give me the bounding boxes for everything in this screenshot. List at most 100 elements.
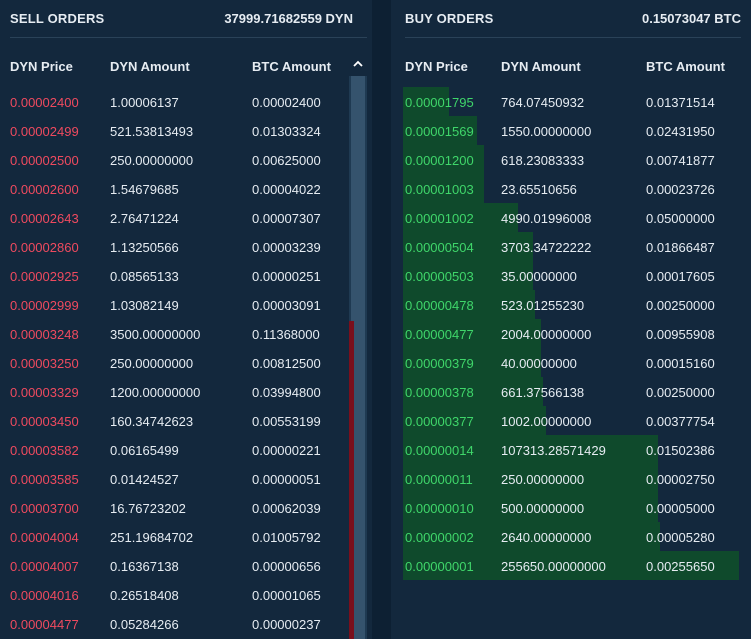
sell-order-row[interactable]: 0.00003329 1200.00000000 0.03994800	[0, 377, 372, 406]
buy-order-row[interactable]: 0.00001002 4990.01996008 0.05000000	[391, 203, 751, 232]
buy-order-price: 0.00001200	[405, 153, 474, 168]
sell-order-btc: 0.00003091	[252, 298, 321, 313]
buy-order-row[interactable]: 0.00000002 2640.00000000 0.00005280	[391, 522, 751, 551]
sell-order-btc: 0.00007307	[252, 211, 321, 226]
sell-order-amount: 0.01424527	[110, 472, 179, 487]
buy-order-btc: 0.00255650	[646, 559, 715, 574]
buy-order-amount: 764.07450932	[501, 95, 585, 110]
sell-order-row[interactable]: 0.00004016 0.26518408 0.00001065	[0, 580, 372, 609]
sell-order-row[interactable]: 0.00002499 521.53813493 0.01303324	[0, 116, 372, 145]
buy-order-price: 0.00000010	[405, 501, 474, 516]
sell-order-row[interactable]: 0.00003585 0.01424527 0.00000051	[0, 464, 372, 493]
buy-order-row[interactable]: 0.00000010 500.00000000 0.00005000	[391, 493, 751, 522]
buy-depth-step	[403, 174, 484, 203]
sell-order-row[interactable]: 0.00003450 160.34742623 0.00553199	[0, 406, 372, 435]
sell-order-row[interactable]: 0.00002999 1.03082149 0.00003091	[0, 290, 372, 319]
sell-order-row[interactable]: 0.00003248 3500.00000000 0.11368000	[0, 319, 372, 348]
buy-depth-step	[403, 493, 658, 522]
buy-order-price: 0.00000477	[405, 327, 474, 342]
buy-order-amount: 107313.28571429	[501, 443, 606, 458]
sell-order-btc: 0.00553199	[252, 414, 321, 429]
buy-order-row[interactable]: 0.00000478 523.01255230 0.00250000	[391, 290, 751, 319]
sell-order-price: 0.00002600	[10, 182, 79, 197]
sell-order-row[interactable]: 0.00004477 0.05284266 0.00000237	[0, 609, 372, 638]
sell-order-row[interactable]: 0.00004004 251.19684702 0.01005792	[0, 522, 372, 551]
buy-order-row[interactable]: 0.00001200 618.23083333 0.00741877	[391, 145, 751, 174]
buy-order-row[interactable]: 0.00000377 1002.00000000 0.00377754	[391, 406, 751, 435]
buy-order-row[interactable]: 0.00000378 661.37566138 0.00250000	[391, 377, 751, 406]
buy-order-price: 0.00000378	[405, 385, 474, 400]
sell-depth-bar	[349, 321, 354, 639]
buy-order-row[interactable]: 0.00000001 255650.00000000 0.00255650	[391, 551, 751, 580]
sell-header-amount: DYN Amount	[110, 59, 190, 74]
buy-order-amount: 2004.00000000	[501, 327, 592, 342]
sell-order-price: 0.00003450	[10, 414, 79, 429]
sell-order-row[interactable]: 0.00003700 16.76723202 0.00062039	[0, 493, 372, 522]
sell-order-row[interactable]: 0.00002860 1.13250566 0.00003239	[0, 232, 372, 261]
buy-depth-step	[403, 87, 449, 116]
buy-orders-panel: BUY ORDERS 0.15073047 BTC DYN Price DYN …	[391, 0, 751, 639]
buy-order-row[interactable]: 0.00001003 23.65510656 0.00023726	[391, 174, 751, 203]
sell-order-amount: 251.19684702	[110, 530, 194, 545]
buy-depth-step	[403, 232, 533, 261]
sell-order-btc: 0.00000221	[252, 443, 321, 458]
sell-orders-panel: SELL ORDERS 37999.71682559 DYN DYN Price…	[0, 0, 372, 639]
sell-order-btc: 0.01005792	[252, 530, 321, 545]
buy-depth-step	[403, 203, 518, 232]
sell-orders-title: SELL ORDERS	[10, 11, 105, 26]
buy-order-amount: 661.37566138	[501, 385, 585, 400]
sell-scrollbar-thumb[interactable]	[351, 76, 365, 639]
sell-order-row[interactable]: 0.00002600 1.54679685 0.00004022	[0, 174, 372, 203]
sell-order-amount: 0.08565133	[110, 269, 179, 284]
sell-order-btc: 0.01303324	[252, 124, 321, 139]
buy-header-amount: DYN Amount	[501, 59, 581, 74]
buy-order-btc: 0.00005280	[646, 530, 715, 545]
sell-order-row[interactable]: 0.00004007 0.16367138 0.00000656	[0, 551, 372, 580]
buy-depth-step	[403, 435, 658, 464]
buy-order-price: 0.00000503	[405, 269, 474, 284]
buy-order-row[interactable]: 0.00000011 250.00000000 0.00002750	[391, 464, 751, 493]
buy-order-row[interactable]: 0.00000379 40.00000000 0.00015160	[391, 348, 751, 377]
buy-order-row[interactable]: 0.00001795 764.07450932 0.01371514	[391, 87, 751, 116]
sell-order-row[interactable]: 0.00002643 2.76471224 0.00007307	[0, 203, 372, 232]
sell-order-row[interactable]: 0.00002500 250.00000000 0.00625000	[0, 145, 372, 174]
buy-order-btc: 0.01371514	[646, 95, 715, 110]
buy-order-row[interactable]: 0.00000504 3703.34722222 0.01866487	[391, 232, 751, 261]
buy-order-price: 0.00000478	[405, 298, 474, 313]
sell-order-row[interactable]: 0.00003582 0.06165499 0.00000221	[0, 435, 372, 464]
buy-depth-step	[403, 406, 546, 435]
buy-depth-step	[403, 290, 535, 319]
buy-order-btc: 0.01502386	[646, 443, 715, 458]
buy-order-amount: 500.00000000	[501, 501, 585, 516]
buy-order-amount: 35.00000000	[501, 269, 577, 284]
sell-order-btc: 0.11368000	[252, 327, 320, 342]
buy-header-btc: BTC Amount	[646, 59, 725, 74]
buy-order-price: 0.00000002	[405, 530, 474, 545]
sell-order-amount: 1.03082149	[110, 298, 179, 313]
sell-order-btc: 0.00062039	[252, 501, 321, 516]
buy-order-btc: 0.00250000	[646, 385, 715, 400]
buy-order-price: 0.00001569	[405, 124, 474, 139]
sell-order-amount: 250.00000000	[110, 356, 194, 371]
buy-order-row[interactable]: 0.00000014 107313.28571429 0.01502386	[391, 435, 751, 464]
sell-order-row[interactable]: 0.00002400 1.00006137 0.00002400	[0, 87, 372, 116]
sell-order-row[interactable]: 0.00002925 0.08565133 0.00000251	[0, 261, 372, 290]
buy-order-row[interactable]: 0.00001569 1550.00000000 0.02431950	[391, 116, 751, 145]
buy-depth-step	[403, 319, 541, 348]
sell-order-amount: 1.13250566	[110, 240, 179, 255]
buy-order-row[interactable]: 0.00000477 2004.00000000 0.00955908	[391, 319, 751, 348]
sell-order-amount: 1.54679685	[110, 182, 179, 197]
buy-order-btc: 0.00250000	[646, 298, 715, 313]
sell-order-price: 0.00003248	[10, 327, 79, 342]
sell-order-price: 0.00003582	[10, 443, 79, 458]
sell-orders-total: 37999.71682559 DYN	[224, 11, 353, 26]
sell-order-price: 0.00002999	[10, 298, 79, 313]
sell-order-amount: 0.26518408	[110, 588, 179, 603]
scroll-up-icon[interactable]	[350, 58, 366, 74]
sell-order-btc: 0.00001065	[252, 588, 321, 603]
buy-order-row[interactable]: 0.00000503 35.00000000 0.00017605	[391, 261, 751, 290]
sell-order-row[interactable]: 0.00003250 250.00000000 0.00812500	[0, 348, 372, 377]
buy-order-btc: 0.00955908	[646, 327, 715, 342]
buy-depth-step	[403, 261, 533, 290]
buy-order-amount: 255650.00000000	[501, 559, 606, 574]
